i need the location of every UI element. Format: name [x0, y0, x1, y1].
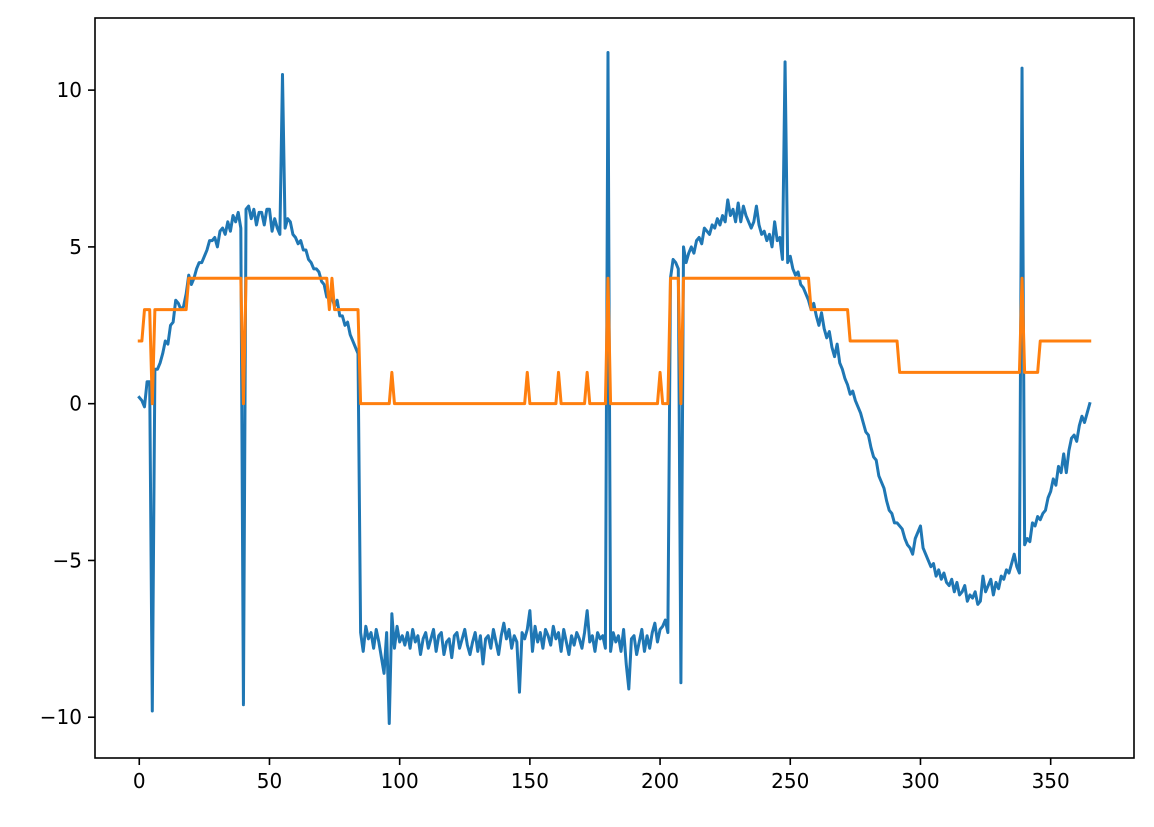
x-tick-label: 350	[1032, 769, 1070, 793]
y-tick-label: 5	[69, 235, 82, 259]
y-tick-label: 10	[57, 78, 82, 102]
plot-frame	[94, 17, 1135, 759]
series-line-1	[137, 50, 1092, 726]
series-line-2	[137, 276, 1092, 406]
x-tick-label: 200	[641, 769, 679, 793]
x-tick-label: 250	[771, 769, 809, 793]
axes-layer	[94, 17, 1135, 759]
x-tick-label: 300	[901, 769, 939, 793]
y-tick-label: −10	[40, 705, 82, 729]
y-axis: −10 −5 0 5 10	[40, 78, 95, 729]
x-tick-label: 150	[511, 769, 549, 793]
x-tick-label: 50	[257, 769, 282, 793]
x-axis: 0 50 100 150 200 250 300 350	[133, 758, 1070, 793]
y-tick-label: 0	[69, 392, 82, 416]
y-tick-label: −5	[53, 548, 82, 572]
series-layer	[137, 50, 1092, 726]
x-tick-label: 100	[381, 769, 419, 793]
x-tick-label: 0	[133, 769, 146, 793]
